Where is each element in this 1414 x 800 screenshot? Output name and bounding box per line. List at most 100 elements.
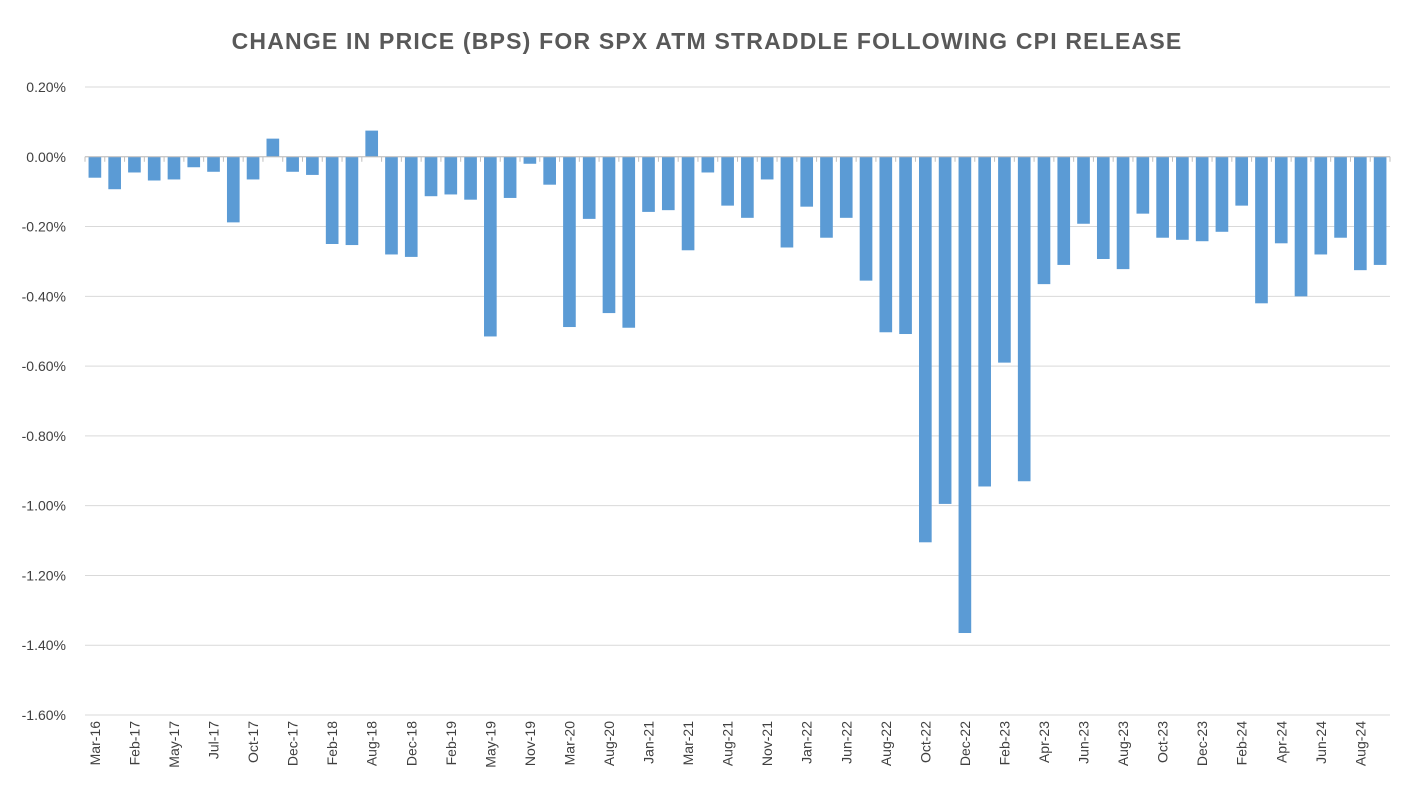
x-tick-label: Jun-22 bbox=[838, 721, 854, 764]
y-tick-label: -1.60% bbox=[22, 707, 66, 723]
x-tick-label: Apr-23 bbox=[1036, 721, 1052, 763]
bar bbox=[839, 156, 853, 218]
bar bbox=[523, 156, 537, 164]
bar bbox=[1215, 156, 1229, 232]
x-tick-label: Jun-23 bbox=[1076, 721, 1092, 764]
bar bbox=[1235, 156, 1249, 206]
bar bbox=[1334, 156, 1347, 238]
y-tick-label: -0.20% bbox=[22, 219, 66, 235]
bar bbox=[721, 156, 734, 206]
bar bbox=[424, 156, 438, 197]
bar bbox=[345, 156, 359, 246]
bar bbox=[1354, 156, 1367, 271]
bar bbox=[325, 156, 339, 244]
x-tick-label: Feb-17 bbox=[126, 721, 142, 766]
x-tick-label: Mar-21 bbox=[680, 721, 696, 766]
bar bbox=[958, 156, 972, 634]
bar bbox=[938, 156, 952, 504]
bar bbox=[444, 156, 458, 195]
x-tick-label: Mar-16 bbox=[87, 721, 103, 766]
x-tick-label: Aug-23 bbox=[1115, 721, 1131, 766]
bar bbox=[226, 156, 240, 223]
axes bbox=[84, 156, 1391, 162]
bar bbox=[246, 156, 260, 180]
x-tick-label: Nov-19 bbox=[522, 721, 538, 766]
bar bbox=[1136, 156, 1150, 214]
bar bbox=[1077, 156, 1090, 224]
bar bbox=[820, 156, 833, 238]
y-tick-label: 0.00% bbox=[26, 149, 66, 165]
bar bbox=[1314, 156, 1328, 255]
x-tick-label: Dec-17 bbox=[285, 721, 301, 766]
bar bbox=[167, 156, 181, 180]
bar bbox=[879, 156, 893, 333]
x-tick-label: Feb-23 bbox=[996, 721, 1012, 766]
bar bbox=[602, 156, 616, 314]
bar bbox=[642, 156, 655, 212]
x-tick-label: Aug-18 bbox=[364, 721, 380, 766]
bar bbox=[286, 156, 299, 172]
bar bbox=[306, 156, 319, 175]
x-tick-label: Jan-21 bbox=[641, 721, 657, 764]
y-tick-label: -1.20% bbox=[22, 567, 66, 583]
bar bbox=[1057, 156, 1071, 265]
x-tick-label: Jun-24 bbox=[1313, 721, 1329, 764]
bar bbox=[582, 156, 596, 219]
x-tick-label: Jul-17 bbox=[206, 721, 222, 759]
bar bbox=[859, 156, 873, 281]
bar bbox=[701, 156, 715, 173]
x-tick-label: Aug-22 bbox=[878, 721, 894, 766]
bar bbox=[998, 156, 1011, 363]
x-tick-label: Feb-18 bbox=[324, 721, 340, 766]
x-tick-label: Aug-20 bbox=[601, 721, 617, 766]
x-tick-label: Nov-21 bbox=[759, 721, 775, 766]
x-tick-label: Dec-23 bbox=[1194, 721, 1210, 766]
bars bbox=[88, 130, 1387, 634]
bar bbox=[365, 130, 379, 157]
y-axis-ticks: 0.20% 0.00% -0.20% -0.40% -0.60% -0.80% -1.00%… bbox=[22, 79, 66, 723]
bar bbox=[1255, 156, 1268, 304]
x-tick-label: Feb-24 bbox=[1234, 721, 1250, 766]
chart-title: CHANGE IN PRICE (BPS) FOR SPX ATM STRADD… bbox=[231, 28, 1183, 54]
bar bbox=[681, 156, 695, 251]
bar bbox=[1373, 156, 1387, 265]
bar bbox=[800, 156, 814, 207]
x-tick-label: Oct-23 bbox=[1155, 721, 1171, 763]
bar bbox=[266, 138, 280, 157]
bar bbox=[1116, 156, 1130, 270]
bar bbox=[464, 156, 477, 200]
y-tick-label: -0.60% bbox=[22, 358, 66, 374]
bar bbox=[978, 156, 991, 487]
x-tick-label: May-17 bbox=[166, 721, 182, 768]
bar bbox=[1037, 156, 1051, 285]
y-tick-label: -0.80% bbox=[22, 428, 66, 444]
bar bbox=[661, 156, 675, 211]
y-tick-label: -1.40% bbox=[22, 637, 66, 653]
bar bbox=[108, 156, 121, 190]
x-tick-label: Aug-24 bbox=[1352, 721, 1368, 766]
bar bbox=[1176, 156, 1189, 240]
gridlines bbox=[85, 86, 1390, 716]
bar bbox=[1156, 156, 1169, 238]
bar bbox=[919, 156, 932, 543]
x-tick-label: Oct-17 bbox=[245, 721, 261, 763]
bar bbox=[780, 156, 794, 248]
x-tick-label: Oct-22 bbox=[917, 721, 933, 763]
x-tick-label: May-19 bbox=[482, 721, 498, 768]
y-tick-label: 0.20% bbox=[26, 79, 66, 95]
bar bbox=[1096, 156, 1110, 260]
bar bbox=[128, 156, 141, 173]
bar bbox=[899, 156, 912, 335]
y-tick-label: -1.00% bbox=[22, 498, 66, 514]
bar bbox=[1294, 156, 1308, 297]
x-tick-label: Aug-21 bbox=[720, 721, 736, 766]
x-tick-label: Jan-22 bbox=[799, 721, 815, 764]
x-tick-label: Mar-20 bbox=[561, 721, 577, 766]
x-tick-label: Apr-24 bbox=[1273, 721, 1289, 763]
bar bbox=[503, 156, 517, 198]
bar bbox=[622, 156, 636, 328]
bar bbox=[1195, 156, 1209, 242]
x-tick-label: Feb-19 bbox=[443, 721, 459, 766]
bar bbox=[563, 156, 576, 328]
